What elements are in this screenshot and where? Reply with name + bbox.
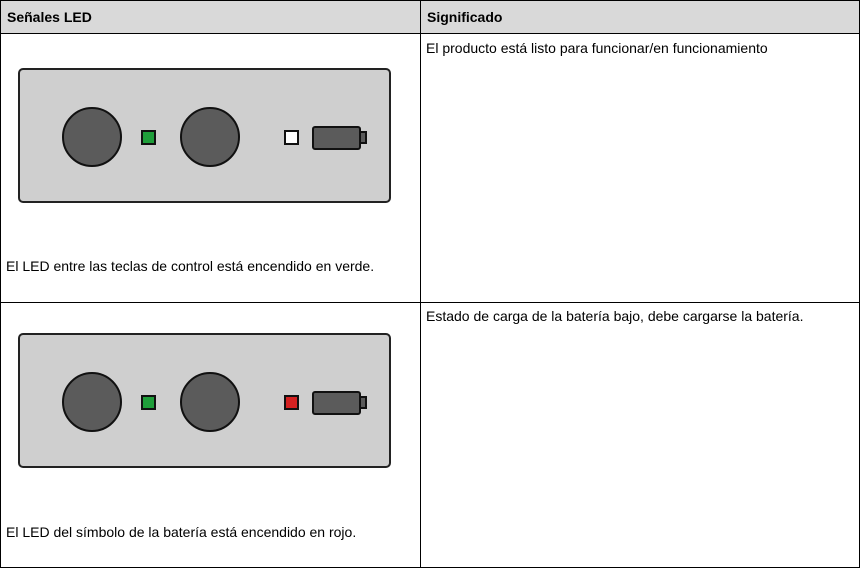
- led-description: El LED del símbolo de la batería está en…: [6, 524, 357, 540]
- header-cell: Señales LED: [0, 0, 421, 34]
- header-text: Señales LED: [7, 9, 92, 25]
- meaning-text: Estado de carga de la batería bajo, debe…: [426, 308, 804, 324]
- meaning-text: El producto está listo para funcionar/en…: [426, 40, 768, 56]
- led-panel-illustration: [18, 68, 391, 203]
- led-description: El LED entre las teclas de control está …: [6, 258, 375, 274]
- table-cell: [420, 302, 860, 568]
- header-cell: Significado: [420, 0, 860, 34]
- led-panel-illustration: [18, 333, 391, 468]
- header-text: Significado: [427, 9, 503, 25]
- table-cell: [420, 33, 860, 303]
